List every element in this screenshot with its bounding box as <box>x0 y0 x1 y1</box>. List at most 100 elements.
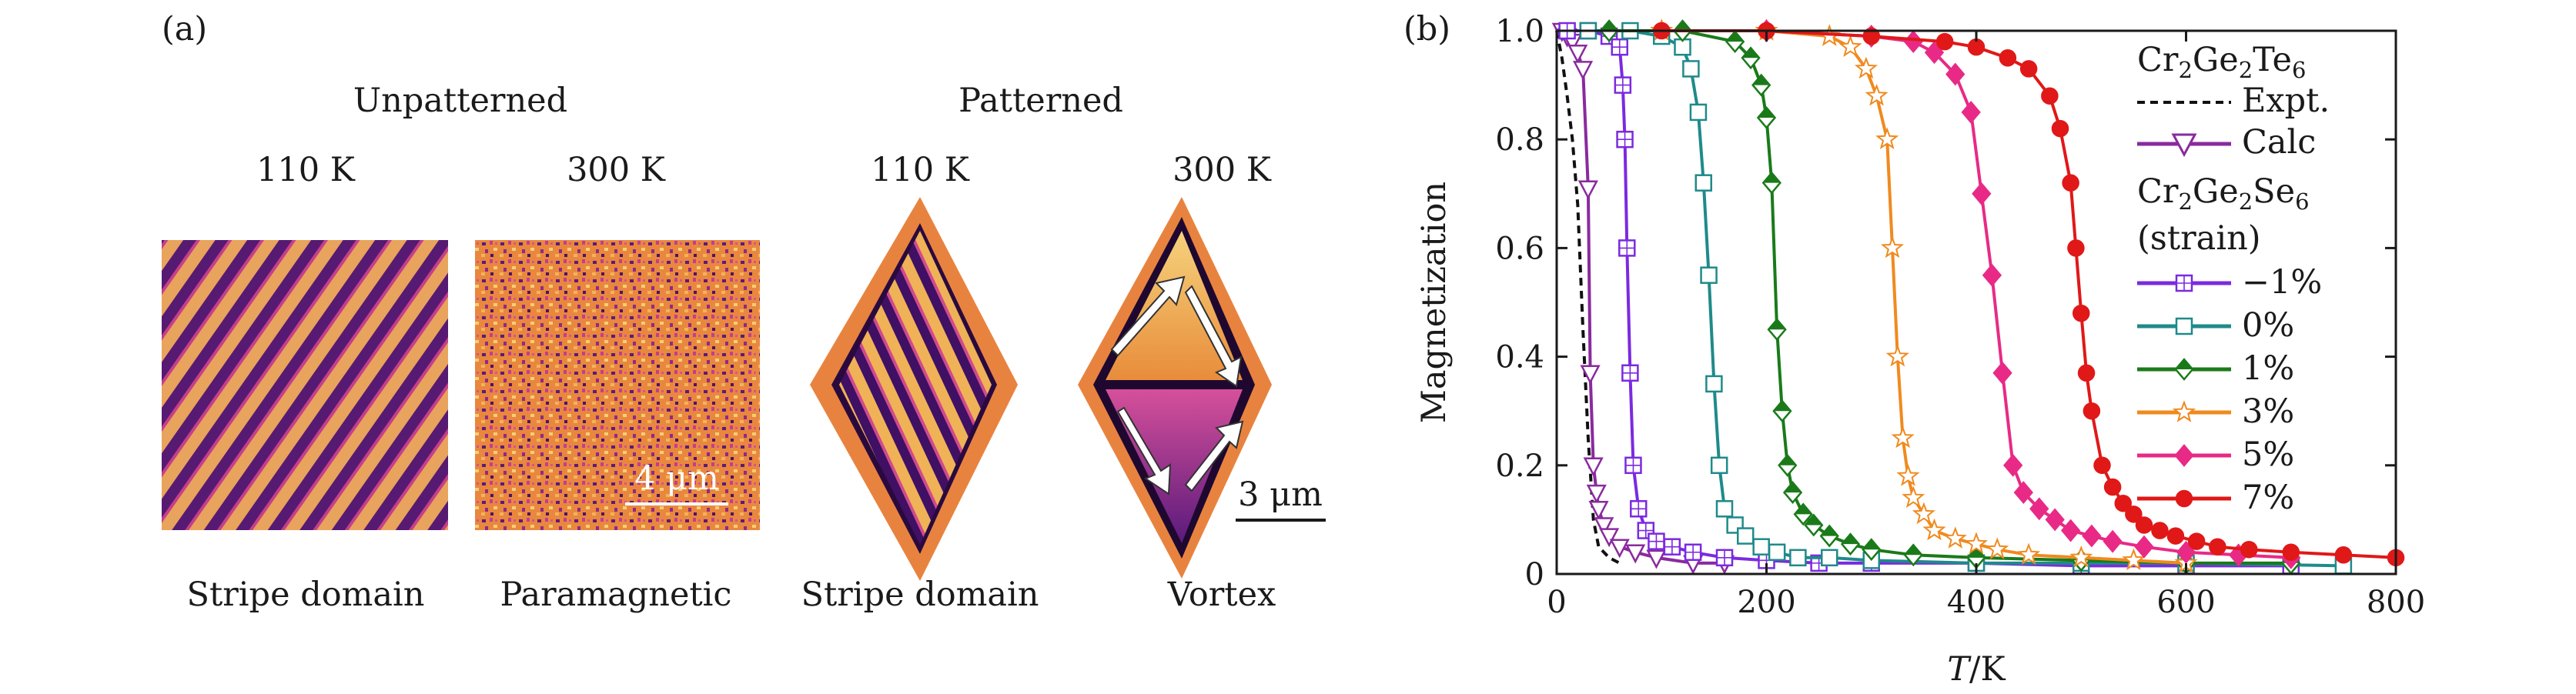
star-marker <box>2069 545 2093 568</box>
legend-entry: 5% <box>2242 435 2294 474</box>
series-line <box>1555 30 1621 565</box>
diamond-marker <box>1966 546 1986 569</box>
diamond-marker <box>1903 543 1923 567</box>
diamond-marker <box>1862 538 1882 562</box>
square-plus-marker <box>1618 239 1636 257</box>
x-tick-label: 0 <box>1547 585 1566 620</box>
circle-marker <box>1862 27 1880 45</box>
star-marker <box>1854 56 1878 79</box>
diamond-filled-marker <box>2082 524 2102 548</box>
series <box>1555 30 1621 565</box>
star-marker <box>2122 548 2146 571</box>
circle-marker <box>2282 543 2300 562</box>
triangle-marker <box>1609 539 1630 559</box>
vortex-arrow-icon <box>1110 275 1244 495</box>
triangle-marker <box>1583 457 1604 477</box>
x-axis-unit: /K <box>1969 650 2006 689</box>
circle-marker <box>2114 494 2132 512</box>
square-marker <box>1705 375 1723 393</box>
diamond-marker <box>1782 481 1803 505</box>
triangle-marker <box>1577 180 1598 200</box>
diamond-filled-marker <box>2013 481 2033 505</box>
square-marker <box>1715 500 1734 518</box>
square-marker <box>1710 456 1728 475</box>
y-tick-label: 0.2 <box>1495 449 1544 484</box>
temp-label: 110 K <box>256 151 356 189</box>
circle-marker <box>2083 402 2101 420</box>
y-tick-label: 0.4 <box>1495 340 1544 375</box>
square-plus-marker <box>1684 543 1702 562</box>
square-plus-marker <box>1715 549 1734 567</box>
diamond-marker <box>1761 171 1781 195</box>
diamond-marker <box>1741 46 1761 70</box>
diamond-filled-marker <box>1903 30 1923 54</box>
star-marker <box>1986 537 2009 559</box>
diamond-marker <box>2174 358 2194 381</box>
triangle-marker <box>1572 61 1594 81</box>
diamond-filled-marker <box>1972 182 1992 205</box>
y-tick-label: 0 <box>1525 557 1544 592</box>
circle-marker <box>2175 489 2193 508</box>
square-plus-marker <box>1616 130 1634 148</box>
diamond-filled-marker <box>2174 444 2194 467</box>
triangle-marker <box>1567 44 1588 64</box>
square-marker <box>1821 549 1838 567</box>
square-plus-marker <box>1648 532 1665 550</box>
triangle-marker <box>1625 544 1646 564</box>
y-tick-label: 1.0 <box>1495 14 1544 49</box>
vortex-image <box>1078 197 1272 579</box>
legend-entry: 0% <box>2242 306 2294 345</box>
circle-marker <box>2051 119 2069 138</box>
triangle-marker <box>1594 517 1614 537</box>
diamond-filled-marker <box>2045 508 2065 532</box>
legend-strain-entries: −1% 0% 1% 3% 5% 7% <box>2137 263 2322 517</box>
temp-label: 300 K <box>1173 151 1272 189</box>
series <box>1653 22 2405 567</box>
square-marker <box>1700 266 1718 284</box>
series <box>1756 19 2301 569</box>
series <box>1599 19 2301 575</box>
circle-marker <box>2041 87 2059 105</box>
circle-marker <box>1935 32 1954 51</box>
diamond-filled-marker <box>2029 497 2049 521</box>
star-marker <box>1896 464 1920 486</box>
patterned-stripe-image <box>810 197 1018 581</box>
star-marker <box>1880 235 1905 259</box>
square-marker <box>1682 60 1700 78</box>
diamond-marker <box>1778 453 1798 477</box>
magnetization-chart: 0 200 400 600 800 0 0.2 0.4 0.6 0.8 1.0 <box>1495 14 2425 620</box>
caption-label: Vortex <box>1167 576 1276 614</box>
square-marker <box>1694 174 1712 192</box>
paramagnetic-image: 4 μm <box>475 240 760 530</box>
legend-entry-calc: Calc <box>2242 123 2316 162</box>
x-tick-label: 200 <box>1737 585 1795 620</box>
y-tick-label: 0.8 <box>1495 122 1544 158</box>
diamond-marker <box>1767 318 1787 342</box>
square-marker <box>2175 317 2193 335</box>
circle-marker <box>2077 364 2096 382</box>
x-tick-label: 800 <box>2367 585 2425 620</box>
star-marker <box>2017 542 2041 566</box>
star-marker <box>1943 526 1967 549</box>
circle-marker <box>2209 538 2226 556</box>
x-axis-var: T <box>1947 650 1972 689</box>
series-line <box>1567 29 2291 568</box>
star-marker <box>2172 400 2196 422</box>
panel-a: (a) Unpatterned Patterned 110 K 300 K 11… <box>162 10 1326 614</box>
star-marker <box>1838 35 1862 57</box>
temp-label: 110 K <box>871 151 970 189</box>
triangle-marker-icon <box>2171 133 2197 158</box>
series-line <box>1766 29 2291 559</box>
circle-marker <box>2125 505 2143 523</box>
square-plus-marker <box>1624 456 1642 475</box>
legend-group-note: (strain) <box>2137 219 2261 258</box>
stripe-domain-image <box>162 240 448 530</box>
triangle-marker <box>1586 484 1607 504</box>
star-marker <box>1912 502 1935 525</box>
square-marker <box>1737 527 1755 545</box>
star-marker <box>1964 532 1989 554</box>
diamond-marker <box>1725 30 1745 54</box>
triangle-marker <box>1588 501 1609 520</box>
diamond-marker <box>1840 532 1861 556</box>
circle-marker <box>2073 304 2090 322</box>
